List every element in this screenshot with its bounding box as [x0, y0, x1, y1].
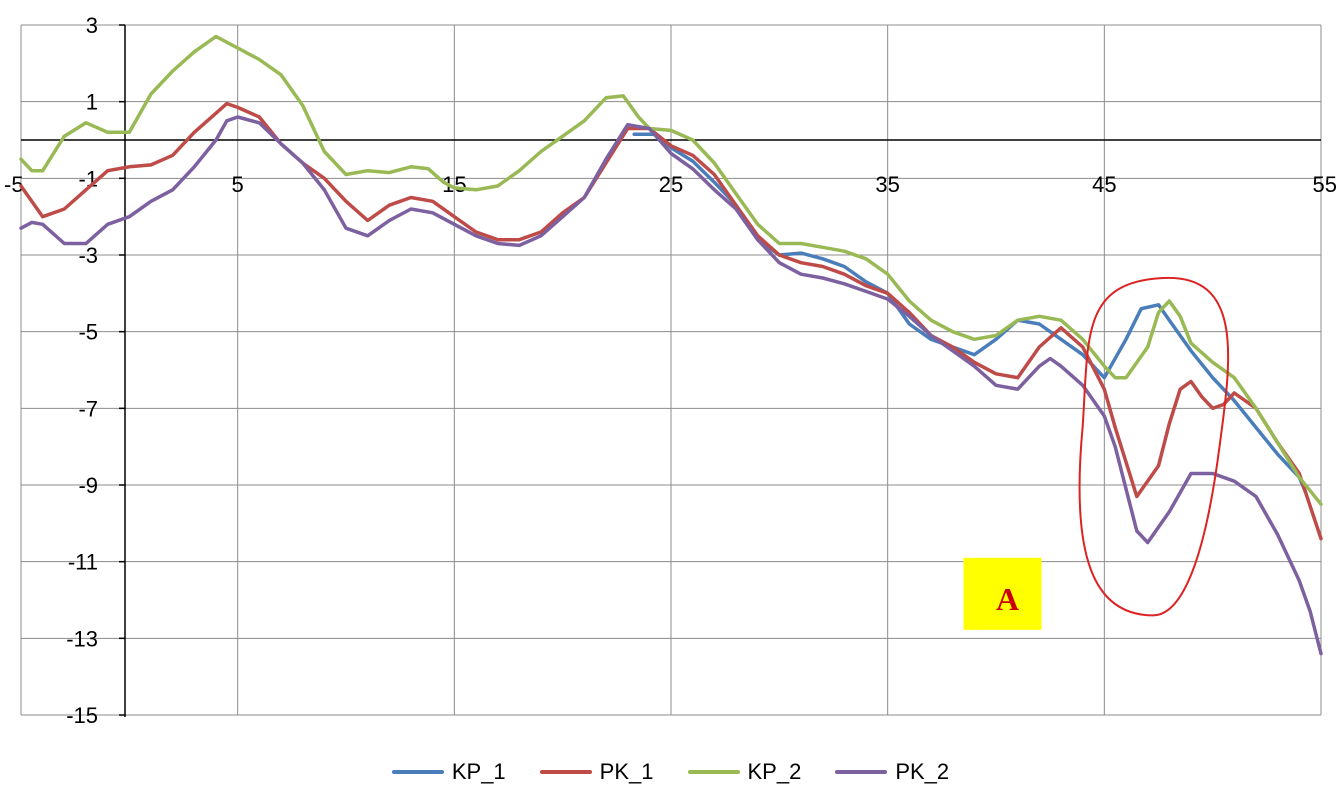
y-tick-label: 3 [86, 13, 98, 38]
y-tick-labels: 31-1-3-5-7-9-11-13-15 [66, 13, 98, 728]
series-line-pk-2 [19, 115, 1323, 656]
y-tick-label: 1 [86, 90, 98, 115]
x-tick-label: 5 [232, 172, 244, 197]
legend-item: PK_1 [539, 759, 654, 785]
legend-swatch [835, 770, 888, 774]
series-line-pk-1 [19, 101, 1323, 541]
x-tick-label: 25 [659, 172, 683, 197]
legend-label: KP_2 [747, 759, 802, 784]
y-tick-label: -3 [78, 243, 98, 268]
y-tick-label: -7 [78, 396, 98, 421]
y-tick-label: -15 [66, 703, 98, 728]
series-line-kp-1 [632, 132, 1308, 495]
legend: KP_1 PK_1 KP_2 PK_2 [0, 756, 1341, 788]
grid-lines [20, 24, 1322, 716]
annotation-box [963, 557, 1042, 630]
legend-swatch [687, 770, 740, 774]
x-tick-label: 55 [1313, 172, 1337, 197]
legend-item: KP_1 [391, 759, 506, 785]
legend-swatch [391, 770, 444, 774]
legend-swatch [539, 770, 592, 774]
annotations: A [963, 276, 1230, 630]
legend-label: PK_1 [599, 759, 654, 784]
highlight-ellipse [1078, 276, 1230, 617]
x-tick-labels: -5 5 15 25 35 45 55 [4, 172, 1337, 197]
y-tick-label: -13 [66, 626, 98, 651]
y-tick-label: -11 [68, 550, 98, 575]
x-tick-label: 45 [1092, 172, 1116, 197]
y-tick-label: -9 [78, 473, 98, 498]
axes [21, 24, 1321, 717]
y-tick-label: -5 [78, 320, 98, 345]
series-line-kp-2 [19, 34, 1323, 506]
legend-item: PK_2 [835, 759, 949, 785]
legend-label: KP_1 [451, 759, 506, 784]
x-tick-label: -5 [4, 172, 24, 197]
series-lines [19, 34, 1323, 656]
legend-item: KP_2 [687, 759, 802, 785]
legend-label: PK_2 [895, 759, 950, 784]
x-tick-label: 35 [875, 172, 899, 197]
annotation-label: A [996, 581, 1019, 617]
